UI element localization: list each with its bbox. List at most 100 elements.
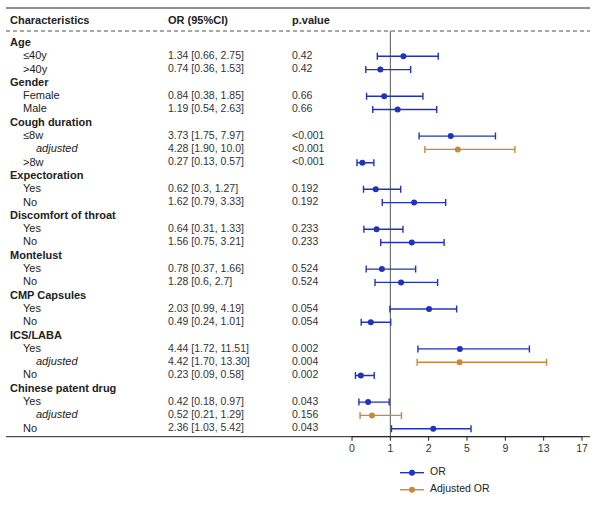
or-point <box>430 426 436 432</box>
ci-cap-high <box>443 239 444 246</box>
ci-cap-high <box>470 425 471 432</box>
row-label: No <box>23 196 37 208</box>
or-point <box>395 107 401 113</box>
legend-label: OR <box>430 465 446 477</box>
or-label: 0.78 [0.37, 1.66] <box>168 262 244 274</box>
ci-line <box>364 189 401 190</box>
x-tick <box>543 437 544 441</box>
bottom-rule <box>6 436 590 437</box>
or-point <box>369 412 375 418</box>
ci-line <box>418 348 529 349</box>
or-point <box>455 146 461 152</box>
or-label: 1.56 [0.75, 3.21] <box>168 235 244 247</box>
or-point <box>377 67 383 73</box>
p-value-label: 0.233 <box>292 235 318 247</box>
row-label: >40y <box>23 63 48 75</box>
ci-cap-low <box>366 93 367 100</box>
ci-line <box>377 56 438 57</box>
x-tick <box>467 437 468 441</box>
ci-cap-low <box>355 372 356 379</box>
ci-cap-low <box>356 159 357 166</box>
row-label: adjusted <box>36 355 78 367</box>
ci-cap-high <box>514 146 515 153</box>
p-value-label: 0.66 <box>292 89 313 101</box>
x-tick-label: 1 <box>387 442 393 454</box>
row-label: ≤40y <box>23 49 47 61</box>
group-label: Chinese patent drug <box>10 382 116 394</box>
ci-cap-low <box>389 306 390 313</box>
or-point <box>411 200 417 206</box>
ci-line <box>360 415 401 416</box>
ci-line <box>373 109 437 110</box>
legend-swatch-dot <box>409 487 415 493</box>
ci-cap-high <box>436 106 437 113</box>
ci-line <box>425 149 515 150</box>
or-label: 0.52 [0.21, 1.29] <box>168 408 244 420</box>
p-value-label: 0.043 <box>292 421 318 433</box>
or-label: 0.27 [0.13, 0.57] <box>168 155 244 167</box>
or-point <box>365 399 371 405</box>
ci-line <box>366 268 415 269</box>
ci-line <box>419 135 495 136</box>
column-header: p.value <box>292 14 330 26</box>
p-value-label: 0.192 <box>292 195 318 207</box>
or-label: 0.62 [0.3, 1.27] <box>168 182 238 194</box>
chart: CharacteristicsOR (95%CI)p.valueAge≤40y>… <box>0 0 600 512</box>
ci-cap-high <box>456 306 457 313</box>
or-label: 3.73 [1.75, 7.97] <box>168 129 244 141</box>
or-label: 0.49 [0.24, 1.01] <box>168 315 244 327</box>
p-value-label: 0.524 <box>292 262 318 274</box>
group-label: Discomfort of throat <box>10 209 116 221</box>
p-value-label: 0.66 <box>292 102 313 114</box>
or-point <box>368 319 374 325</box>
group-label: Cough duration <box>10 116 92 128</box>
ci-cap-high <box>400 186 401 193</box>
ci-cap-low <box>365 66 366 73</box>
p-value-label: 0.42 <box>292 49 313 61</box>
p-value-label: 0.524 <box>292 275 318 287</box>
p-value-label: <0.001 <box>292 142 325 154</box>
ci-line <box>367 95 423 96</box>
ci-cap-low <box>380 239 381 246</box>
ci-cap-high <box>374 372 375 379</box>
x-tick <box>390 437 391 441</box>
ci-cap-low <box>418 133 419 140</box>
or-label: 4.42 [1.70, 13.30] <box>168 355 250 367</box>
ci-cap-low <box>363 226 364 233</box>
row-label: >8w <box>23 156 44 168</box>
p-value-label: 0.002 <box>292 342 318 354</box>
ci-cap-high <box>402 226 403 233</box>
or-label: 4.44 [1.72, 11.51] <box>168 342 249 354</box>
or-label: 1.19 [0.54, 2.63] <box>168 102 244 114</box>
or-point <box>409 240 415 246</box>
x-tick <box>352 437 353 441</box>
row-label: Yes <box>23 395 41 407</box>
x-tick-label: 13 <box>538 442 550 454</box>
or-label: 0.23 [0.09, 0.58] <box>168 368 244 380</box>
ci-cap-high <box>546 359 547 366</box>
or-point <box>358 373 364 379</box>
row-label: Yes <box>23 302 41 314</box>
x-tick-label: 5 <box>464 442 470 454</box>
ci-cap-low <box>391 425 392 432</box>
row-label: Yes <box>23 342 41 354</box>
p-value-label: 0.054 <box>292 315 318 327</box>
group-label: Montelust <box>10 249 62 261</box>
row-label: No <box>23 422 37 434</box>
ci-cap-low <box>382 199 383 206</box>
ci-cap-high <box>390 319 391 326</box>
or-label: 1.34 [0.66, 2.75] <box>168 49 244 61</box>
or-point <box>381 93 387 99</box>
column-header: OR (95%CI) <box>168 14 228 26</box>
row-label: No <box>23 275 37 287</box>
legend-item: OR <box>400 465 446 477</box>
row-label: Female <box>23 89 60 101</box>
or-label: 2.36 [1.03, 5.42] <box>168 421 244 433</box>
ci-cap-low <box>372 106 373 113</box>
ci-cap-high <box>422 93 423 100</box>
ci-cap-low <box>416 359 417 366</box>
or-label: 1.62 [0.79, 3.33] <box>168 195 244 207</box>
group-label: Expectoration <box>10 169 84 181</box>
header-rule-dashed <box>6 31 590 32</box>
or-point <box>374 226 380 232</box>
